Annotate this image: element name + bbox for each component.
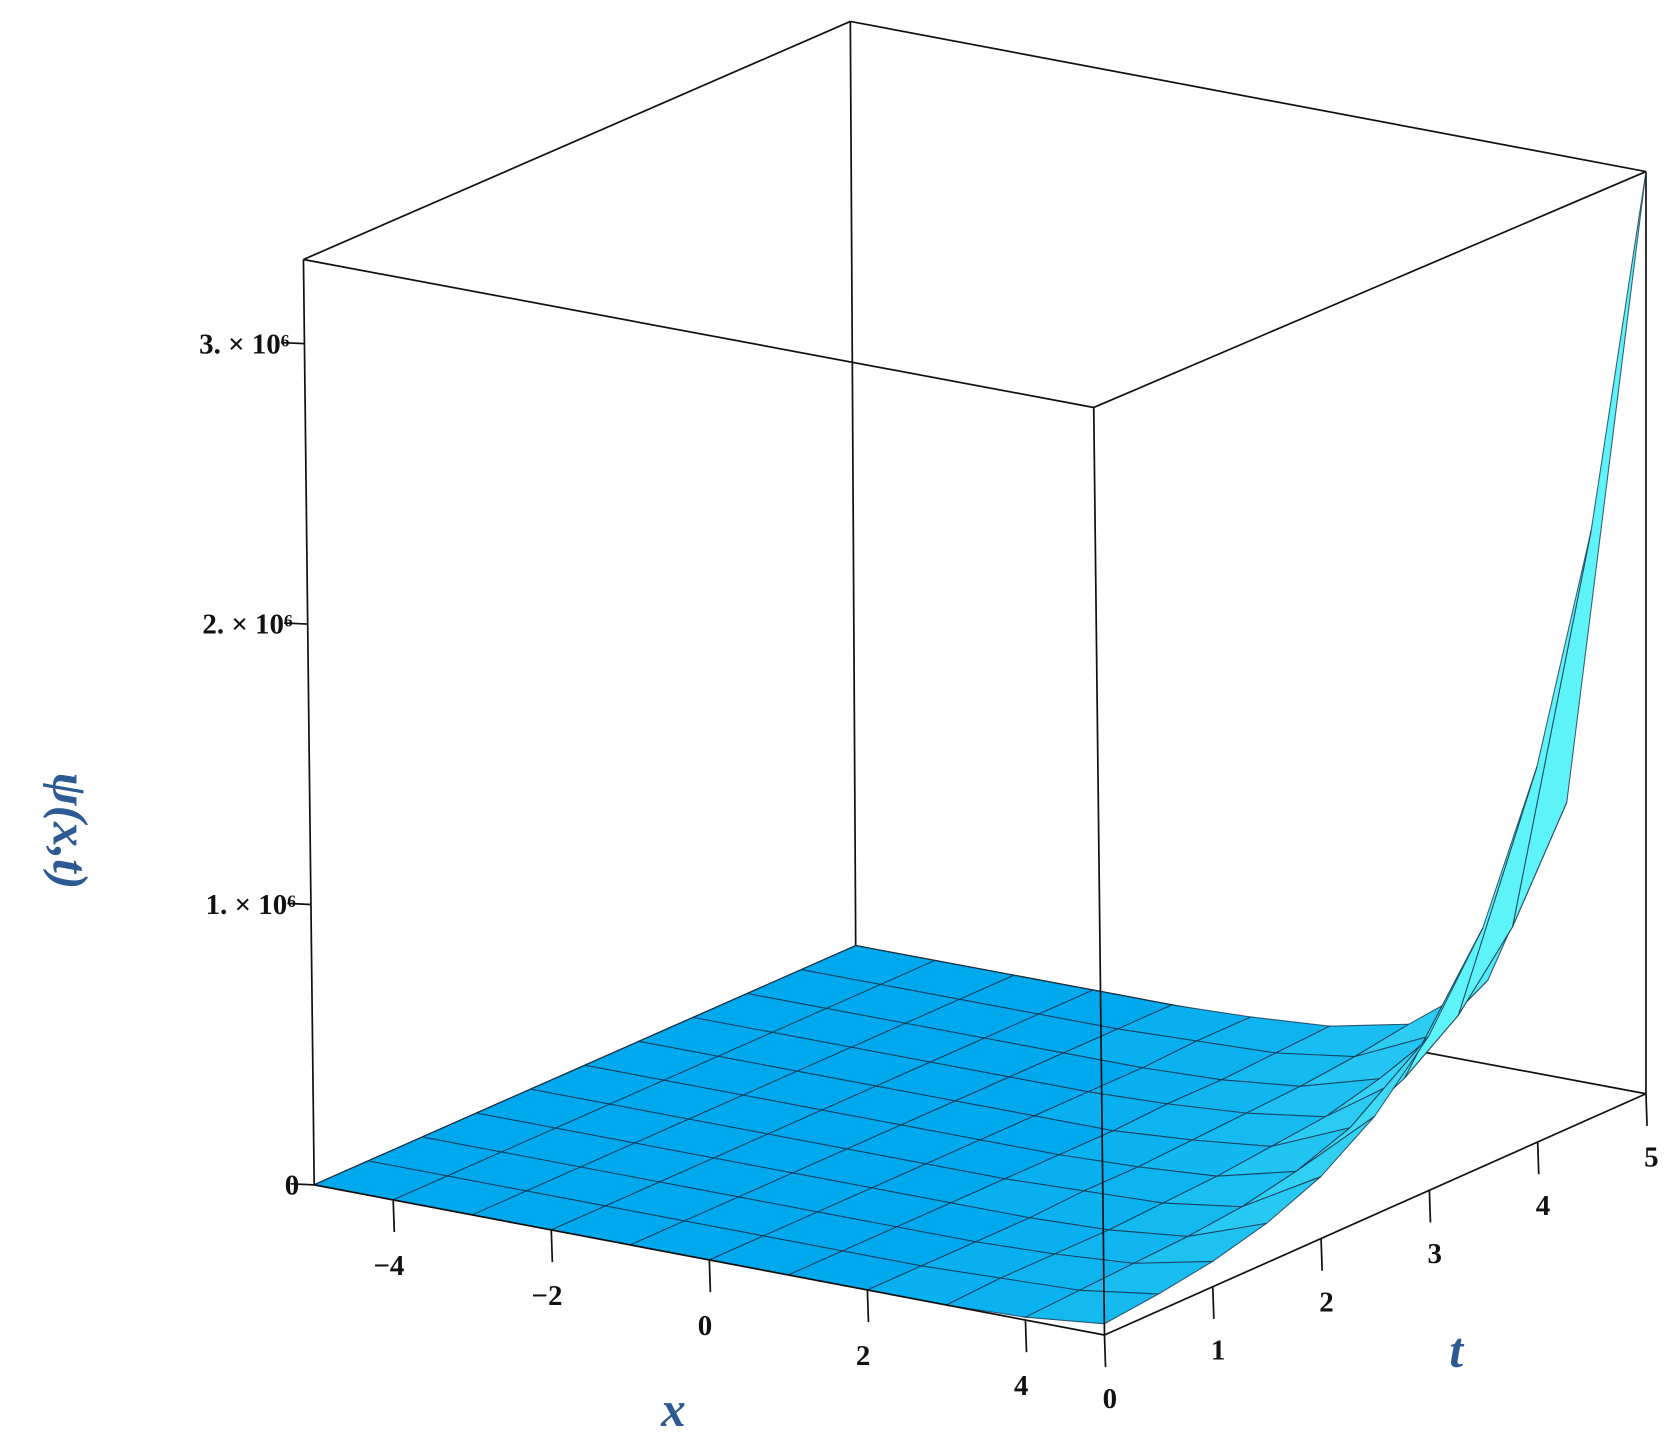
- box-edge: [303, 20, 851, 261]
- t-tick: [1428, 1190, 1432, 1223]
- t-tick: [1320, 1238, 1324, 1271]
- z-tick: [290, 1182, 315, 1186]
- box-edge: [1093, 170, 1647, 409]
- x-tick-label: −2: [531, 1280, 562, 1312]
- box-edge: [302, 259, 316, 1185]
- box-edge: [850, 20, 1647, 173]
- z-tick: [280, 341, 305, 345]
- x-tick: [392, 1199, 396, 1233]
- t-tick-label: 2: [1319, 1286, 1333, 1318]
- t-tick: [1536, 1141, 1540, 1175]
- t-tick: [1645, 1093, 1648, 1126]
- t-tick: [1211, 1286, 1215, 1319]
- t-tick: [1103, 1334, 1107, 1368]
- x-tick-label: 4: [1014, 1370, 1028, 1402]
- t-tick-label: 4: [1536, 1190, 1550, 1222]
- t-tick-label: 1: [1211, 1335, 1225, 1367]
- box-edge: [849, 21, 857, 946]
- box-edge: [1092, 407, 1106, 1336]
- z-tick-label: 3. × 10⁶: [199, 328, 290, 360]
- box-edge: [303, 258, 1094, 409]
- surface-patch: [1023, 1289, 1161, 1325]
- x-tick: [708, 1259, 712, 1293]
- t-tick-label: 0: [1103, 1383, 1117, 1415]
- z-tick-label: 1. × 10⁶: [206, 889, 297, 921]
- t-tick-label: 3: [1428, 1238, 1442, 1270]
- x-tick: [1024, 1319, 1028, 1353]
- x-axis-label: x: [660, 1382, 686, 1437]
- z-tick-label: 0: [285, 1170, 299, 1202]
- x-tick: [550, 1229, 554, 1263]
- z-tick: [284, 622, 308, 625]
- z-tick: [287, 902, 311, 906]
- x-tick-label: 2: [856, 1340, 870, 1372]
- x-tick: [866, 1289, 870, 1323]
- plot: x t ψ(x,t) −4 −2 0 2 4 0 1 2 3 4 5 0 1. × 10⁶ 2. × 10…: [43, 20, 1659, 1437]
- z-tick-label: 2. × 10⁶: [202, 609, 293, 641]
- x-tick-label: 0: [698, 1310, 712, 1342]
- t-tick-label: 5: [1644, 1142, 1658, 1174]
- box-edge: [1104, 1092, 1647, 1336]
- t-axis-label: t: [1449, 1323, 1464, 1378]
- x-tick-label: −4: [373, 1250, 404, 1282]
- z-axis-label: ψ(x,t): [43, 773, 98, 889]
